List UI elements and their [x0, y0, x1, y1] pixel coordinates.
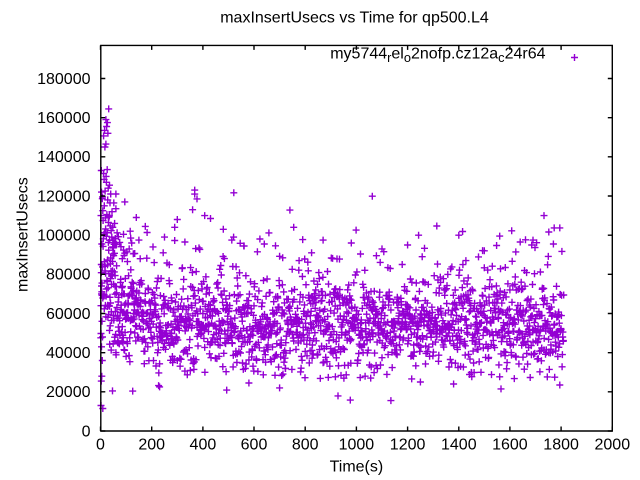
svg-text:40000: 40000: [46, 345, 91, 362]
svg-text:1400: 1400: [441, 437, 477, 454]
svg-text:maxInsertUsecs vs Time for qp5: maxInsertUsecs vs Time for qp500.L4: [220, 9, 489, 26]
svg-text:2000: 2000: [595, 437, 631, 454]
svg-text:60000: 60000: [46, 306, 91, 323]
svg-text:Time(s): Time(s): [330, 458, 384, 475]
svg-text:180000: 180000: [37, 71, 90, 88]
svg-text:400: 400: [190, 437, 217, 454]
svg-text:1800: 1800: [543, 437, 579, 454]
svg-text:0: 0: [82, 423, 91, 440]
svg-text:140000: 140000: [37, 149, 90, 166]
svg-text:my5744relo2nofp.cz12ac24r64: my5744relo2nofp.cz12ac24r64: [330, 46, 545, 66]
svg-text:0: 0: [96, 437, 105, 454]
svg-text:200: 200: [138, 437, 165, 454]
svg-text:1600: 1600: [492, 437, 528, 454]
svg-text:1000: 1000: [339, 437, 375, 454]
svg-text:800: 800: [292, 437, 319, 454]
svg-text:120000: 120000: [37, 188, 90, 205]
svg-text:100000: 100000: [37, 228, 90, 245]
svg-text:80000: 80000: [46, 267, 91, 284]
svg-text:1200: 1200: [390, 437, 426, 454]
svg-text:160000: 160000: [37, 110, 90, 127]
svg-text:maxInsertUsecs: maxInsertUsecs: [15, 177, 32, 292]
svg-text:20000: 20000: [46, 384, 91, 401]
svg-text:600: 600: [241, 437, 268, 454]
